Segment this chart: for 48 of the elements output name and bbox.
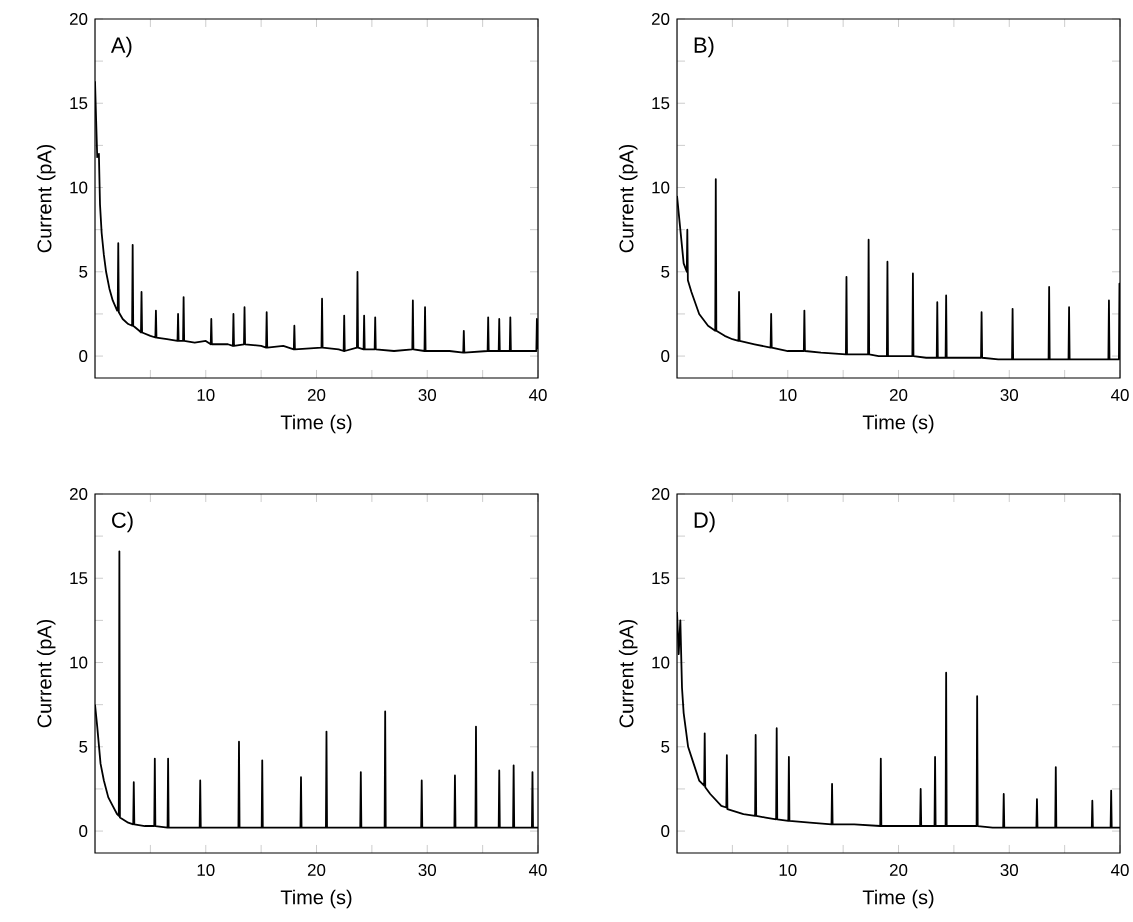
x-axis-title: Time (s) xyxy=(862,414,934,434)
y-tick-label: 20 xyxy=(651,12,670,25)
y-tick-label: 10 xyxy=(652,181,670,194)
y-axis-title: Current (pA) xyxy=(36,144,56,253)
y-tick-label: 0 xyxy=(79,350,88,363)
x-tick-label: 20 xyxy=(889,389,908,401)
y-tick-label: 0 xyxy=(661,350,670,363)
x-tick-label: 40 xyxy=(1110,389,1129,401)
y-tick-label: 20 xyxy=(69,12,88,25)
x-tick-label: 30 xyxy=(1000,864,1019,877)
x-axis-title: Time (s) xyxy=(280,414,352,434)
annotation: A) xyxy=(110,36,132,58)
y-tick-label: 20 xyxy=(651,488,670,500)
x-tick-label: 10 xyxy=(779,389,797,401)
y-tick-label: 0 xyxy=(79,825,88,838)
y-axis-title: Current (pA) xyxy=(36,619,56,728)
x-tick-label: 10 xyxy=(197,864,215,877)
annotation: C) xyxy=(112,511,133,533)
y-tick-label: 5 xyxy=(661,265,670,278)
y-axis-title: Current (pA) xyxy=(618,619,638,728)
y-tick-label: 10 xyxy=(70,181,88,194)
y-tick-label: 15 xyxy=(652,97,670,110)
y-axis-title: Current (pA) xyxy=(618,144,638,253)
x-tick-label: 30 xyxy=(418,864,436,877)
x-tick-label: 20 xyxy=(307,864,326,877)
y-tick-label: 15 xyxy=(70,97,88,110)
x-tick-label: 20 xyxy=(307,389,326,401)
x-tick-label: 20 xyxy=(889,864,908,877)
y-tick-label: 10 xyxy=(652,656,670,669)
x-tick-label: 40 xyxy=(528,864,547,877)
y-tick-label: 5 xyxy=(661,740,670,753)
y-tick-label: 10 xyxy=(70,656,88,669)
y-tick-label: 15 xyxy=(652,572,670,585)
y-tick-label: 5 xyxy=(79,265,88,278)
x-axis-title: Time (s) xyxy=(280,889,352,909)
x-tick-label: 30 xyxy=(418,389,436,401)
annotation: D) xyxy=(694,511,715,533)
x-tick-label: 30 xyxy=(1000,389,1019,401)
y-tick-label: 20 xyxy=(69,488,88,500)
y-tick-label: 0 xyxy=(661,825,670,838)
x-tick-label: 10 xyxy=(197,389,215,401)
x-tick-label: 40 xyxy=(1110,864,1129,877)
y-tick-label: 5 xyxy=(79,740,88,753)
x-tick-label: 10 xyxy=(779,864,797,877)
annotation: B) xyxy=(694,36,714,58)
x-tick-label: 40 xyxy=(528,389,547,401)
y-tick-label: 15 xyxy=(70,572,88,585)
x-axis-title: Time (s) xyxy=(862,889,934,909)
